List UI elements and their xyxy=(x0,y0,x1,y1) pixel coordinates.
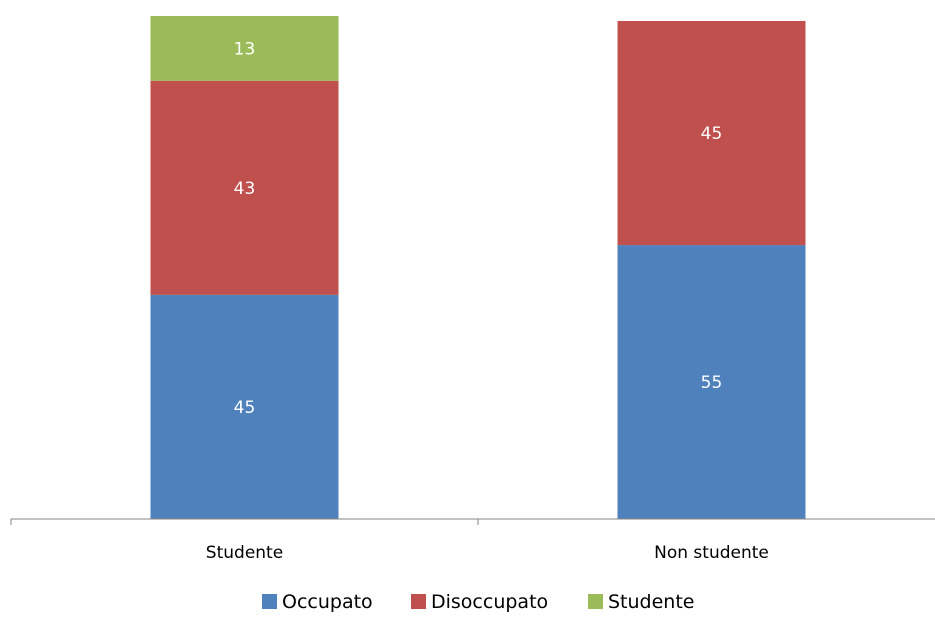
data-label-studente-2: - xyxy=(708,5,714,25)
data-label-occupato-2: 55 xyxy=(701,373,723,393)
data-label-studente-1: 13 xyxy=(234,39,256,59)
data-label-occupato-1: 45 xyxy=(234,398,256,418)
legend-label-studente: Studente xyxy=(608,591,694,613)
bars-group xyxy=(150,16,806,519)
data-label-disoccupato-1: 43 xyxy=(234,179,256,199)
bar-studente-1 xyxy=(150,16,339,81)
x-axis xyxy=(10,518,935,525)
category-label: Studente xyxy=(206,543,283,563)
data-labels-group: 45 43 13 55 45 - xyxy=(234,5,723,418)
legend-label-occupato: Occupato xyxy=(282,591,373,613)
bar-occupato-2 xyxy=(617,245,806,519)
bar-disoccupato-1 xyxy=(150,80,339,295)
legend-swatch-occupato xyxy=(262,594,277,609)
category-labels: Studente Non studente xyxy=(206,543,769,563)
legend-swatch-disoccupato xyxy=(411,594,426,609)
legend-swatch-studente xyxy=(588,594,603,609)
bar-disoccupato-2 xyxy=(617,20,806,246)
data-label-disoccupato-2: 45 xyxy=(701,124,723,144)
category-label: Non studente xyxy=(654,543,769,563)
bar-occupato-1 xyxy=(150,294,339,519)
legend: Occupato Disoccupato Studente xyxy=(262,591,694,613)
legend-label-disoccupato: Disoccupato xyxy=(431,591,548,613)
